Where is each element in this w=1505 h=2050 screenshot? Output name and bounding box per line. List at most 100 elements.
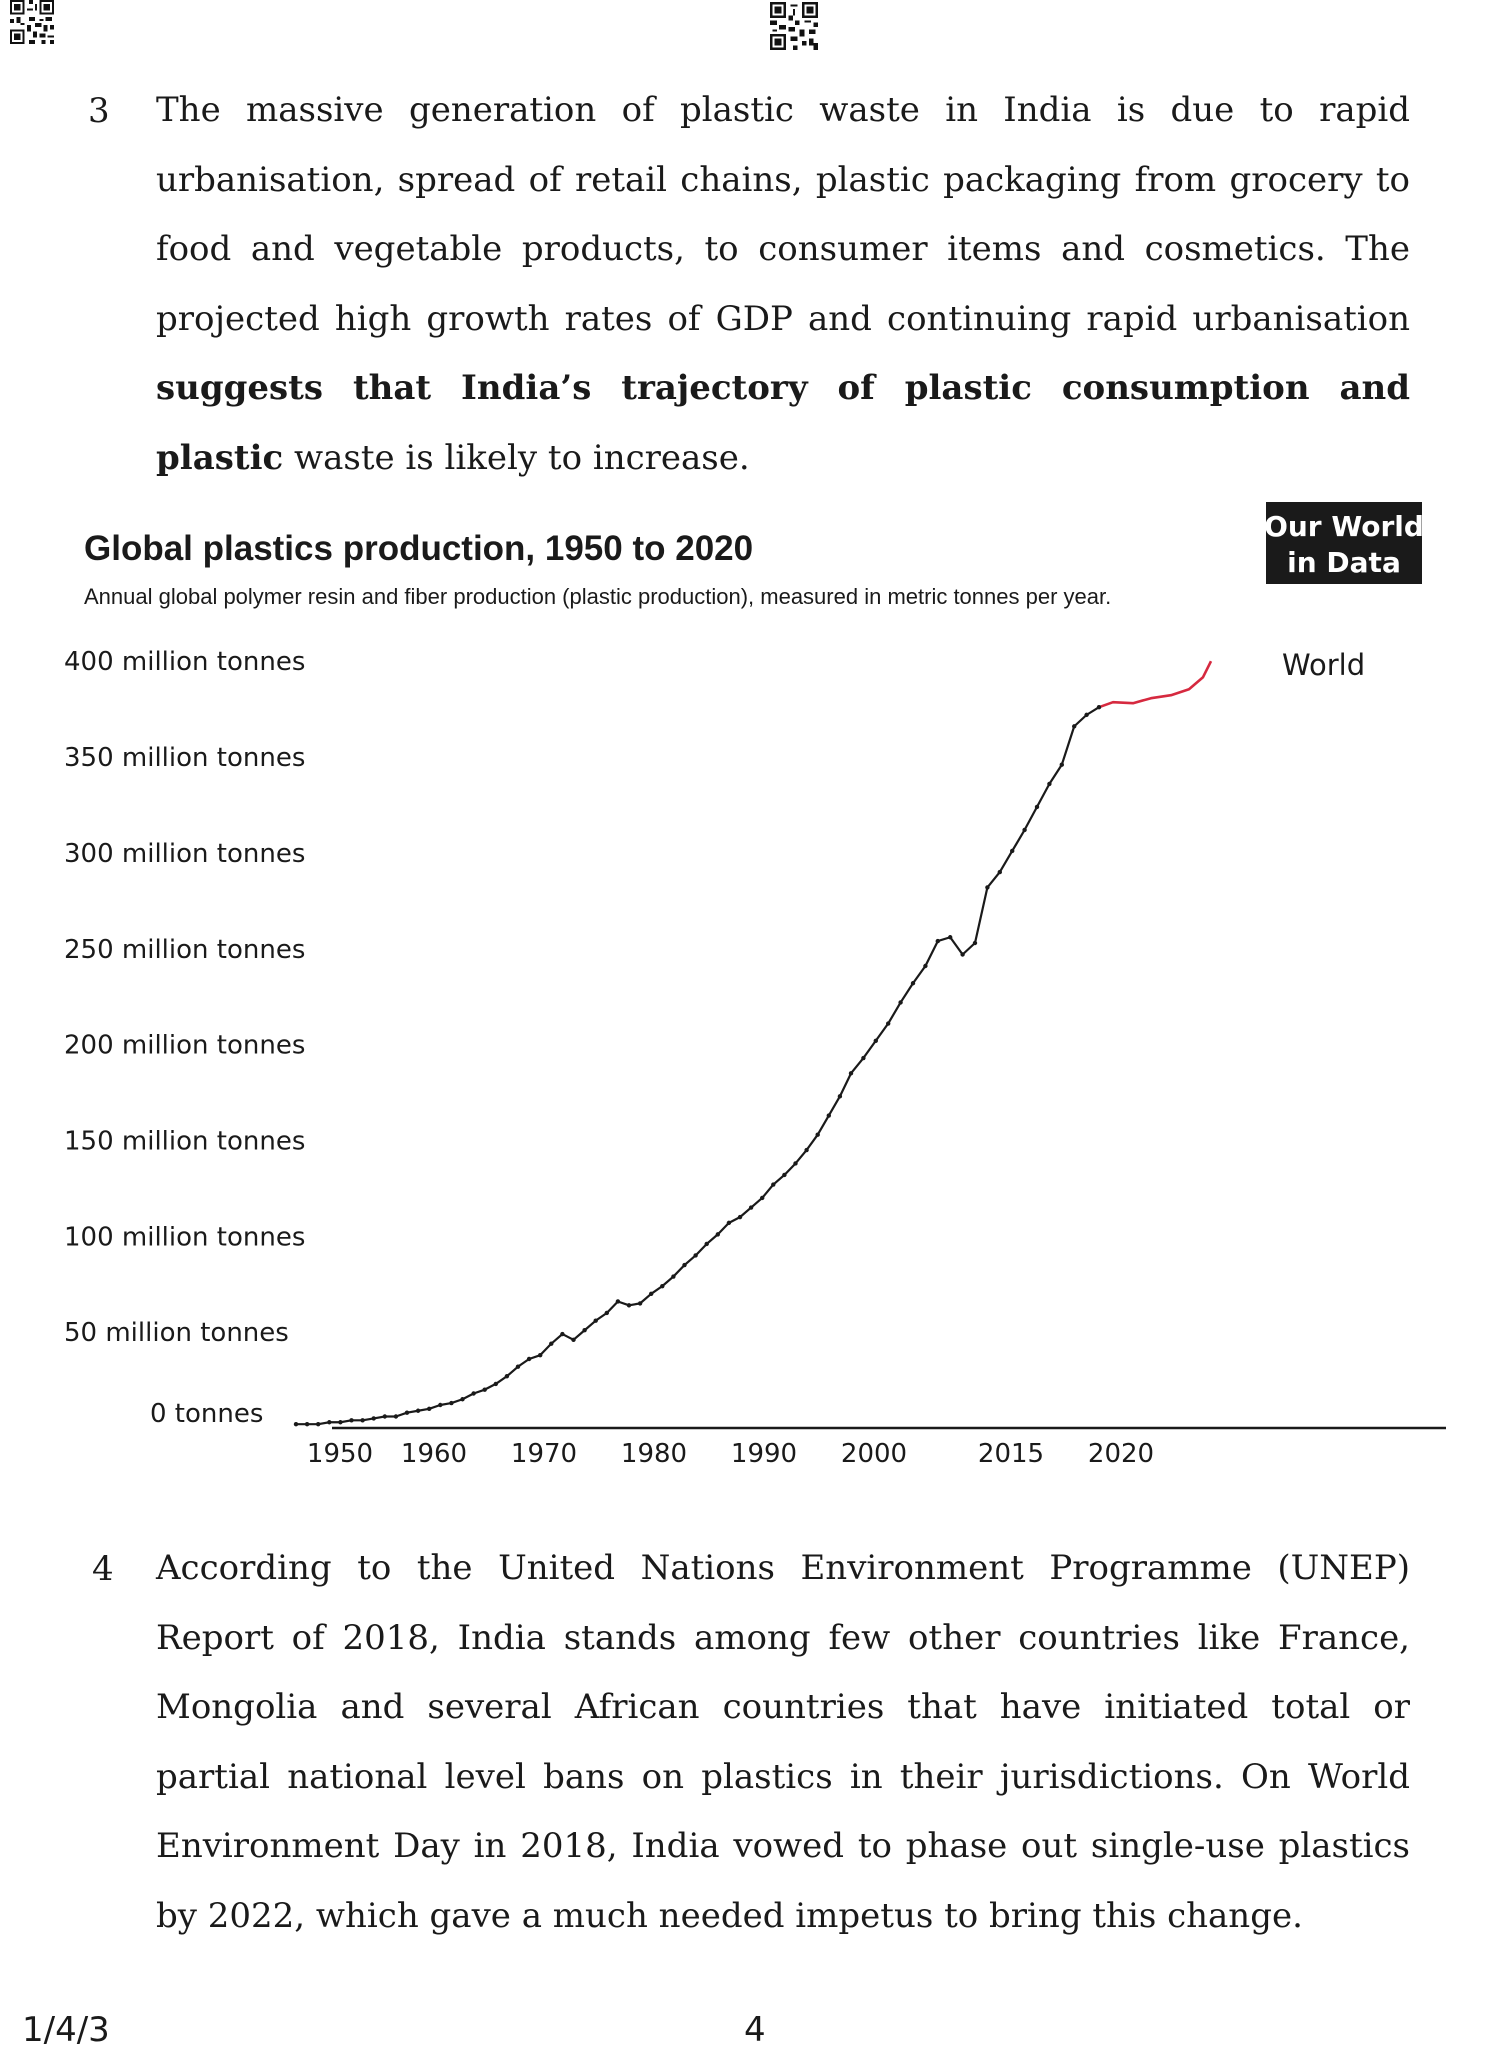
x-tick-label: 1950 <box>307 1439 373 1469</box>
series-point <box>493 1381 498 1387</box>
chart-svg: Global plastics production, 1950 to 2020… <box>64 502 1446 1469</box>
paragraph-3-text-start: The massive generation of plastic waste … <box>156 90 1410 339</box>
series-point <box>393 1414 399 1419</box>
series-point <box>960 952 965 957</box>
series-point <box>404 1410 410 1415</box>
series-point <box>748 1205 754 1210</box>
series-point <box>693 1253 698 1258</box>
footer-code: 1/4/3 <box>22 2010 110 2050</box>
y-tick-label: 300 million tonnes <box>64 839 305 869</box>
series-point <box>338 1420 343 1425</box>
paragraph-3-text: The massive generation of plastic waste … <box>156 76 1410 493</box>
y-tick-label: 350 million tonnes <box>64 743 305 773</box>
x-tick-label: 1970 <box>511 1439 577 1469</box>
series-point <box>737 1214 743 1220</box>
series-point <box>815 1132 820 1137</box>
paragraph-4: According to the United Nations Environm… <box>156 1534 1410 1951</box>
page-number: 4 <box>744 2010 766 2050</box>
series-point <box>438 1402 443 1408</box>
series-point <box>460 1397 465 1402</box>
series-point <box>327 1420 332 1425</box>
series-point <box>1084 712 1089 718</box>
paragraph-3: The massive generation of plastic waste … <box>156 76 1410 493</box>
series-point <box>1022 827 1027 833</box>
owid-logo-line1: Our World <box>1264 510 1424 543</box>
qr-code-top-center <box>770 2 818 50</box>
series-point <box>873 1038 878 1043</box>
series-point <box>449 1400 454 1406</box>
series-point <box>304 1421 310 1427</box>
series-point <box>504 1374 510 1379</box>
owid-logo-line2: in Data <box>1287 546 1401 579</box>
series-point <box>793 1161 798 1166</box>
series-point <box>1096 705 1102 710</box>
series-point <box>760 1195 765 1201</box>
series-point <box>848 1071 854 1076</box>
series-point <box>910 981 916 986</box>
y-tick-label: 0 tonnes <box>150 1399 263 1429</box>
series-point <box>782 1172 787 1178</box>
series-point <box>935 938 940 944</box>
y-tick-label: 200 million tonnes <box>64 1031 305 1061</box>
series-point <box>549 1341 554 1346</box>
series-point <box>482 1387 487 1392</box>
series-point <box>671 1274 676 1279</box>
series-point <box>649 1291 654 1297</box>
series-point <box>726 1220 732 1226</box>
series-point <box>948 935 953 940</box>
x-tick-label: 1960 <box>401 1439 467 1469</box>
series-line-world <box>296 706 1100 1426</box>
y-tick-label: 250 million tonnes <box>64 935 305 965</box>
series-point <box>615 1299 621 1304</box>
y-axis-ticks: 400 million tonnes 350 million tonnes 300 … <box>64 647 305 1429</box>
series-point <box>826 1113 831 1118</box>
paragraph-number-4: 4 <box>92 1549 114 1589</box>
owid-logo-box <box>1266 502 1422 584</box>
series-line-extension <box>1098 660 1213 709</box>
series-point <box>316 1421 321 1427</box>
chart-title: Global plastics production, 1950 to 2020 <box>84 529 753 568</box>
qr-code-top-left <box>10 0 54 44</box>
series-point <box>427 1406 432 1412</box>
series-point <box>660 1283 665 1289</box>
series-label-world: World <box>1282 648 1365 682</box>
series-point <box>293 1421 299 1427</box>
x-tick-label: 1990 <box>731 1439 797 1469</box>
series-point <box>382 1414 387 1419</box>
series-point <box>861 1055 866 1061</box>
series-points-world <box>293 705 1102 1427</box>
series-point <box>923 963 928 969</box>
series-point <box>886 1021 891 1026</box>
x-tick-label: 1980 <box>621 1439 687 1469</box>
series-point <box>1047 781 1052 787</box>
series-point <box>804 1147 809 1153</box>
series-point <box>1010 848 1015 854</box>
series-point <box>571 1337 576 1343</box>
paragraph-3-bold-text: suggests that India’s trajectory of plas… <box>156 368 1410 478</box>
series-point <box>538 1352 543 1358</box>
series-point <box>526 1356 532 1362</box>
series-point <box>471 1391 476 1396</box>
series-point <box>604 1310 609 1316</box>
series-point <box>972 940 978 946</box>
series-point <box>637 1301 643 1306</box>
chart-subtitle: Annual global polymer resin and fiber pr… <box>84 584 1111 609</box>
paragraph-3-text-end: waste is likely to increase. <box>283 437 750 478</box>
series-point <box>371 1416 376 1421</box>
y-tick-label: 100 million tonnes <box>64 1222 305 1252</box>
y-tick-label: 150 million tonnes <box>64 1126 305 1156</box>
series-point <box>593 1318 598 1323</box>
series-point <box>715 1232 720 1237</box>
series-point <box>515 1364 521 1369</box>
series-point <box>560 1331 565 1337</box>
series-point <box>771 1182 776 1187</box>
paragraph-number-3: 3 <box>88 91 110 131</box>
paragraph-4-text: According to the United Nations Environm… <box>156 1548 1410 1936</box>
series-point <box>415 1408 421 1413</box>
plastics-production-chart: Global plastics production, 1950 to 2020… <box>60 492 1460 1482</box>
series-point <box>360 1418 365 1423</box>
series-point <box>626 1303 632 1308</box>
x-tick-label: 2000 <box>841 1439 907 1469</box>
y-tick-label: 400 million tonnes <box>64 647 305 677</box>
y-tick-label: 50 million tonnes <box>64 1318 289 1348</box>
